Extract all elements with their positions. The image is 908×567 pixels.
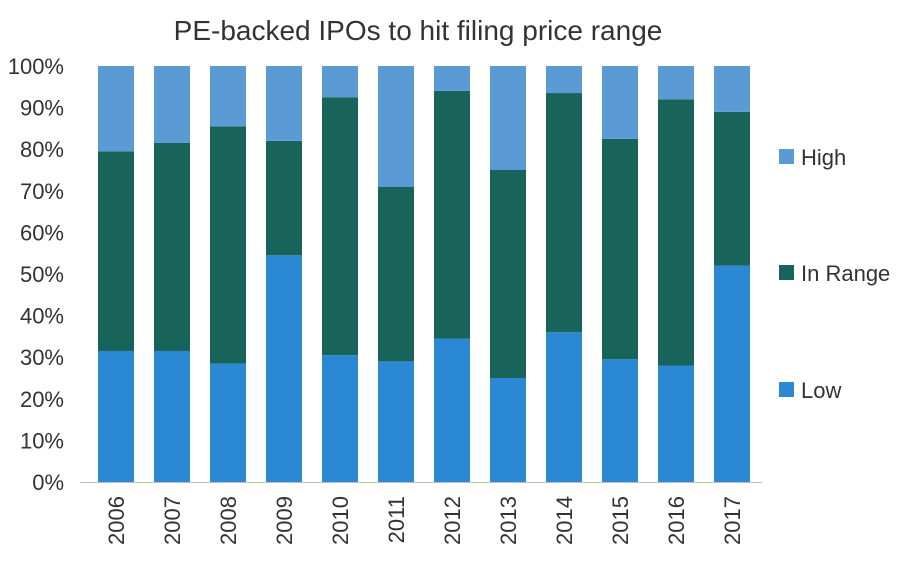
- x-tick-label: 2011: [384, 496, 409, 543]
- bar-in-range-2008: [210, 126, 246, 363]
- bar-low-2017: [714, 266, 750, 482]
- x-tick-label: 2010: [328, 496, 353, 545]
- x-tick-label: 2009: [272, 496, 297, 545]
- x-tick-label: 2008: [216, 496, 241, 545]
- bar-low-2007: [154, 351, 190, 482]
- y-tick-label: 50%: [20, 262, 64, 287]
- bars-group: [98, 66, 750, 482]
- x-tick-label: 2014: [552, 496, 577, 545]
- x-axis: 2006 2007 2008 2009 2010 2011 2012 2013 2014 2015…: [80, 483, 762, 545]
- bar-high-2012: [434, 66, 470, 91]
- bar-in-range-2017: [714, 112, 750, 266]
- bar-in-range-2013: [490, 170, 526, 378]
- chart-container: PE-backed IPOs to hit filing price range…: [0, 0, 908, 567]
- x-tick-label: 2007: [160, 496, 185, 545]
- x-tick-label: 2013: [496, 496, 521, 545]
- bar-in-range-2006: [98, 151, 134, 351]
- bar-high-2013: [490, 66, 526, 170]
- legend-swatch-high: [779, 149, 794, 164]
- bar-high-2006: [98, 66, 134, 151]
- bar-high-2011: [378, 66, 414, 187]
- y-axis: 0% 10% 20% 30% 40% 50% 60% 70% 80% 90% 100%: [8, 54, 64, 495]
- bar-high-2016: [658, 66, 694, 99]
- y-tick-label: 0%: [32, 470, 64, 495]
- chart-title: PE-backed IPOs to hit filing price range: [174, 15, 663, 46]
- y-tick-label: 80%: [20, 137, 64, 162]
- bar-in-range-2007: [154, 143, 190, 351]
- legend-swatch-in-range: [779, 265, 794, 280]
- y-tick-label: 70%: [20, 179, 64, 204]
- bar-low-2014: [546, 332, 582, 482]
- y-tick-label: 10%: [20, 428, 64, 453]
- x-tick-label: 2017: [720, 496, 745, 545]
- y-tick-label: 90%: [20, 96, 64, 121]
- bar-in-range-2011: [378, 187, 414, 362]
- bar-in-range-2014: [546, 93, 582, 332]
- x-tick-label: 2012: [440, 496, 465, 545]
- bar-high-2009: [266, 66, 302, 141]
- y-tick-label: 100%: [8, 54, 64, 79]
- x-tick-label: 2016: [664, 496, 689, 545]
- bar-low-2016: [658, 366, 694, 482]
- bar-low-2011: [378, 361, 414, 482]
- bar-low-2006: [98, 351, 134, 482]
- bar-low-2015: [602, 359, 638, 482]
- legend: High In Range Low: [779, 145, 890, 403]
- bar-in-range-2012: [434, 91, 470, 339]
- bar-high-2017: [714, 66, 750, 112]
- y-tick-label: 60%: [20, 220, 64, 245]
- bar-low-2012: [434, 338, 470, 482]
- bar-low-2009: [266, 255, 302, 482]
- bar-in-range-2016: [658, 99, 694, 365]
- legend-swatch-low: [779, 382, 794, 397]
- x-tick-label: 2006: [104, 496, 129, 545]
- y-tick-label: 30%: [20, 345, 64, 370]
- legend-label-low: Low: [801, 378, 841, 403]
- x-tick-label: 2015: [608, 496, 633, 545]
- stacked-bar-chart: PE-backed IPOs to hit filing price range…: [0, 0, 908, 567]
- legend-label-in-range: In Range: [801, 261, 890, 286]
- bar-high-2010: [322, 66, 358, 97]
- bar-low-2013: [490, 378, 526, 482]
- bar-in-range-2009: [266, 141, 302, 255]
- bar-high-2014: [546, 66, 582, 93]
- bar-in-range-2010: [322, 97, 358, 355]
- y-tick-label: 20%: [20, 387, 64, 412]
- bar-low-2008: [210, 363, 246, 482]
- bar-low-2010: [322, 355, 358, 482]
- bar-high-2007: [154, 66, 190, 143]
- bar-high-2015: [602, 66, 638, 139]
- bar-in-range-2015: [602, 139, 638, 359]
- bar-high-2008: [210, 66, 246, 126]
- y-tick-label: 40%: [20, 304, 64, 329]
- legend-label-high: High: [801, 145, 846, 170]
